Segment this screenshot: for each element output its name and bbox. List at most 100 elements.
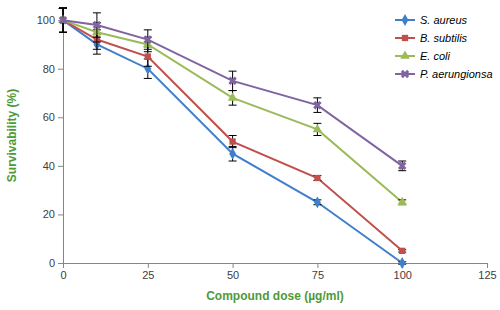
error-bar: [229, 146, 237, 161]
marker-shape: [399, 248, 405, 254]
tick: 75: [312, 263, 324, 281]
marker-shape: [228, 92, 238, 100]
error-cap: [229, 161, 237, 162]
marker: [313, 124, 323, 132]
marker: [314, 196, 321, 208]
marker-shape: [314, 196, 321, 208]
y-axis-title: Survivability (%): [5, 89, 19, 182]
tick-label: 0: [60, 269, 66, 281]
marker: [228, 92, 238, 100]
legend-marker: [400, 50, 410, 58]
marker-shape: [229, 138, 235, 144]
error-cap: [93, 12, 101, 13]
marker: [226, 74, 239, 87]
series-line: [63, 20, 402, 166]
error-bar: [144, 47, 152, 66]
tick-mark: [58, 214, 63, 215]
marker: [399, 257, 406, 269]
error-cap: [59, 8, 67, 9]
error-cap: [229, 90, 237, 91]
marker-shape: [397, 197, 407, 205]
legend-marker-shape: [402, 35, 408, 41]
tick: 40: [43, 160, 63, 172]
tick-mark: [233, 263, 234, 268]
marker-shape: [145, 53, 151, 59]
legend-marker: [402, 35, 408, 41]
marker-shape: [311, 99, 324, 112]
error-cap: [93, 49, 101, 50]
tick-label: 80: [43, 63, 55, 75]
error-cap: [398, 161, 406, 162]
marker: [314, 175, 320, 181]
error-cap: [398, 170, 406, 171]
x-axis: 0 25 50 75 100 125: [60, 263, 496, 281]
tick-mark: [148, 263, 149, 268]
error-cap: [313, 97, 321, 98]
plot: 0 25 50 75 100 125 0 20 40 60 80 100: [37, 8, 497, 281]
tick-mark: [58, 166, 63, 167]
tick-mark: [58, 69, 63, 70]
tick-mark: [487, 263, 488, 268]
y-axis: 0 20 40 60 80 100: [37, 9, 64, 270]
tick: 20: [43, 208, 63, 220]
error-cap: [313, 112, 321, 113]
tick: 25: [142, 263, 154, 281]
legend-entry: S. aureus: [395, 14, 468, 26]
error-cap: [144, 49, 152, 50]
marker: [145, 53, 151, 59]
tick-mark: [317, 263, 318, 268]
error-cap: [144, 78, 152, 79]
tick-mark: [58, 117, 63, 118]
marker-shape: [57, 14, 70, 27]
error-bar: [313, 176, 321, 181]
tick: 100: [37, 14, 63, 26]
error-cap: [229, 147, 237, 148]
marker-shape: [229, 148, 236, 160]
error-bar: [229, 136, 237, 148]
legend-marker-shape: [402, 14, 409, 26]
error-cap: [229, 90, 237, 91]
error-cap: [144, 51, 152, 52]
error-cap: [313, 135, 321, 136]
marker: [396, 159, 409, 172]
legend-label: B. subtilis: [420, 32, 468, 44]
marker: [57, 14, 70, 27]
tick: 0: [49, 257, 63, 269]
tick-label: 125: [478, 269, 496, 281]
tick-label: 100: [394, 269, 412, 281]
legend-marker: [399, 68, 412, 81]
error-cap: [144, 66, 152, 67]
marker: [397, 197, 407, 205]
tick: 60: [43, 111, 63, 123]
tick-label: 75: [312, 269, 324, 281]
legend-marker-shape: [399, 68, 412, 81]
legend-label: P. aerungionsa: [420, 68, 493, 80]
marker: [311, 99, 324, 112]
tick-label: 50: [227, 269, 239, 281]
legend-label: E. coli: [420, 50, 451, 62]
tick-label: 0: [49, 257, 55, 269]
error-cap: [59, 32, 67, 33]
marker-shape: [399, 257, 406, 269]
marker-shape: [314, 175, 320, 181]
legend: S. aureus B. subtilis E. coli P. aerungions…: [395, 14, 493, 80]
error-bar: [229, 91, 237, 106]
marker-shape: [91, 19, 104, 32]
legend-entry: E. coli: [395, 50, 451, 62]
tick-label: 40: [43, 160, 55, 172]
error-cap: [144, 29, 152, 30]
marker: [229, 148, 236, 160]
tick-label: 25: [142, 269, 154, 281]
error-cap: [313, 123, 321, 124]
error-cap: [59, 8, 67, 9]
error-cap: [59, 32, 67, 33]
error-cap: [59, 32, 67, 33]
series-line: [63, 20, 402, 202]
legend-marker-shape: [400, 50, 410, 58]
tick-mark: [58, 263, 63, 264]
marker: [399, 248, 405, 254]
marker-shape: [226, 74, 239, 87]
tick-label: 20: [43, 208, 55, 220]
marker: [229, 138, 235, 144]
legend-label: S. aureus: [420, 14, 468, 26]
